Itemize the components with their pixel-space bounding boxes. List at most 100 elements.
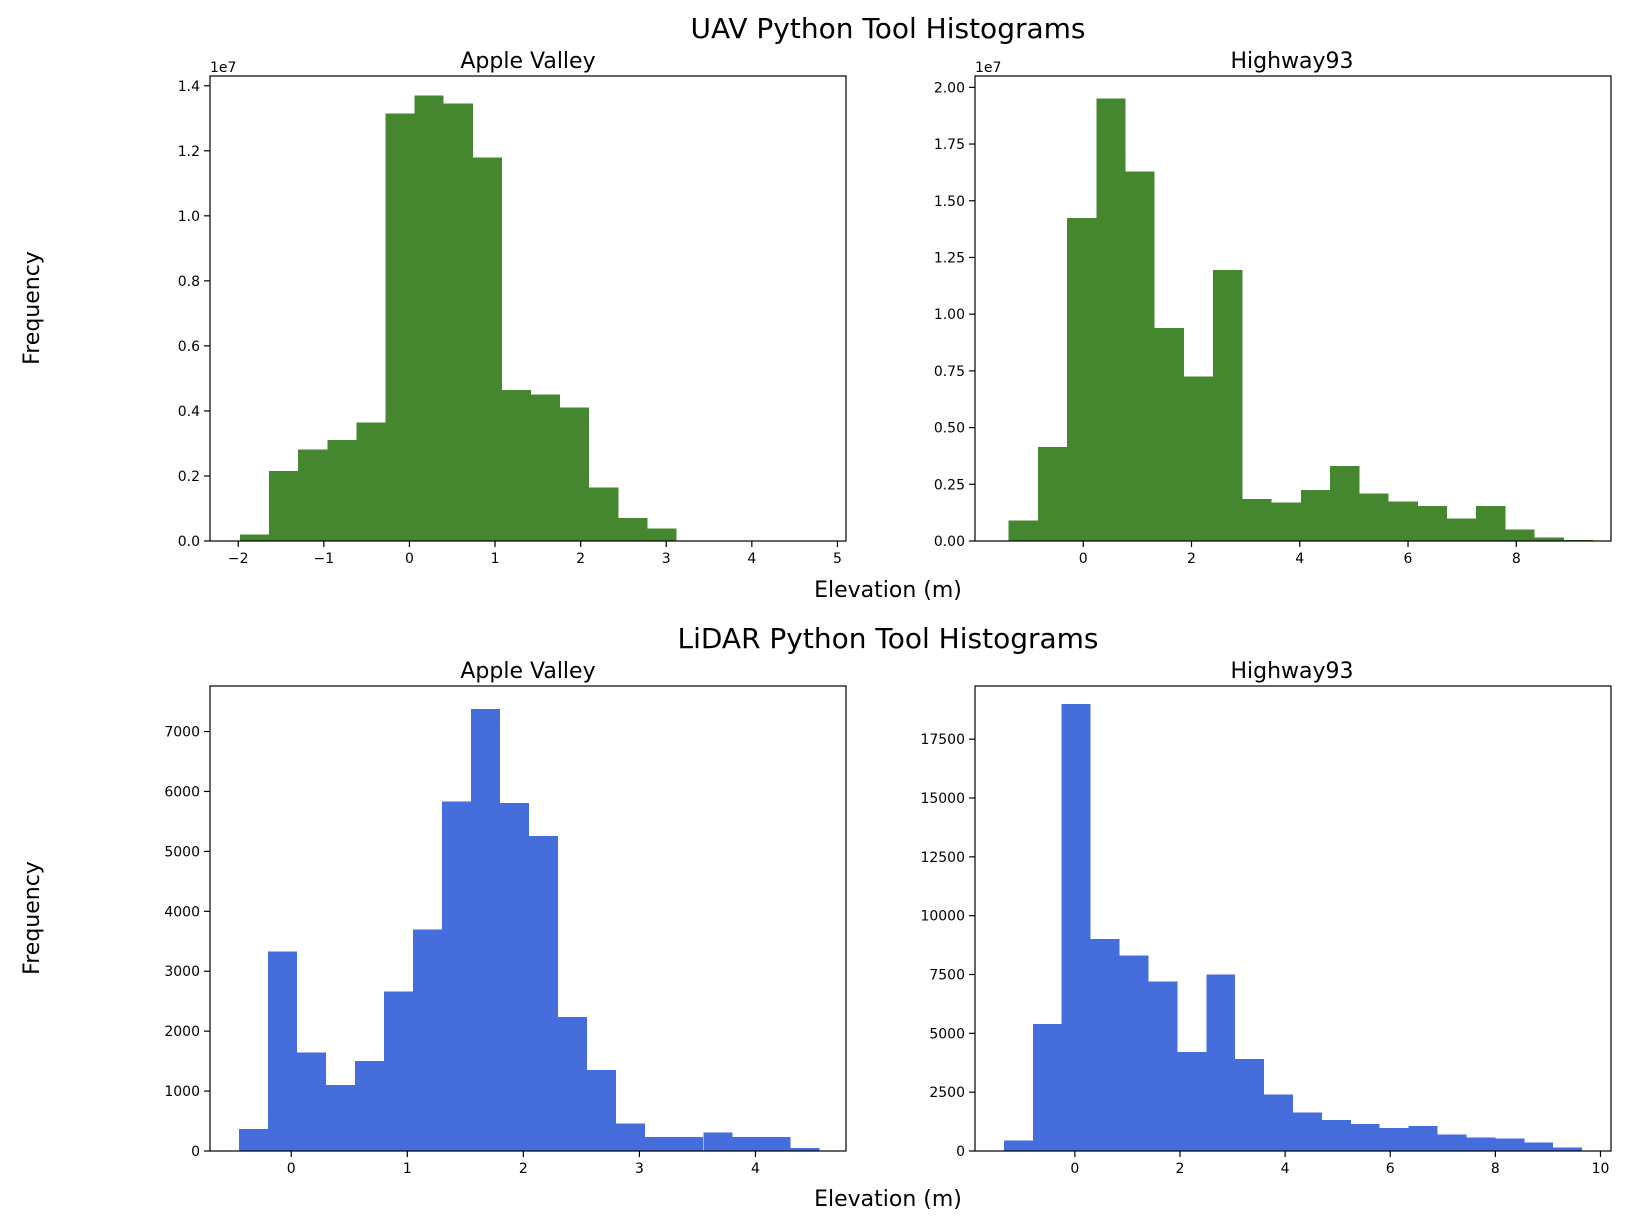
y-tick-label: 2000 [164, 1024, 200, 1040]
lidar-suptitle: LiDAR Python Tool Histograms [677, 622, 1098, 655]
histogram-bar [268, 951, 298, 1151]
histogram-bar [647, 528, 677, 541]
y-tick-label: 0 [191, 1144, 200, 1160]
histogram-bar [413, 929, 443, 1151]
x-tick-label: 2 [576, 551, 585, 567]
histogram-bar [501, 389, 531, 541]
histogram-bar [1154, 327, 1184, 541]
y-tick-label: 1000 [164, 1084, 200, 1100]
histogram-bar [1388, 501, 1418, 541]
x-tick-label: 0 [1070, 1161, 1079, 1177]
y-tick-label: 1.00 [934, 307, 965, 323]
histogram-bar [1037, 446, 1068, 541]
panel-title: Highway93 [1230, 49, 1353, 74]
y-tick-label: 3000 [164, 964, 200, 980]
y-tick-label: 10000 [920, 909, 965, 925]
uav-xlabel: Elevation (m) [814, 578, 962, 603]
y-tick-label: 2500 [929, 1085, 965, 1101]
histogram-bar [1437, 1134, 1467, 1151]
histogram-bar [1330, 466, 1360, 541]
histogram-bar [472, 157, 502, 542]
histogram-bar [442, 801, 472, 1151]
uav-highway93-histogram: Highway93 1e7 0 2 4 6 8 0.00 0.25 0.50 0.75 1.00 1… [934, 49, 1612, 567]
histogram-bar [732, 1137, 762, 1151]
histogram-bar [1495, 1138, 1525, 1151]
y-tick-label: 0.8 [178, 274, 200, 290]
histogram-bar [384, 991, 414, 1151]
histogram-bar [1235, 1059, 1265, 1151]
histogram-bar [1417, 505, 1447, 541]
y-tick-label: 0.50 [934, 421, 965, 437]
histogram-bar [1119, 955, 1149, 1151]
histogram-bar [1242, 499, 1272, 541]
y-tick-label: 1.2 [178, 144, 200, 160]
histogram-bar [1032, 1023, 1062, 1151]
histogram-bar [645, 1137, 675, 1151]
y-tick-label: 0.75 [934, 364, 965, 380]
histogram-bar [1476, 505, 1506, 541]
histogram-bar [1003, 1140, 1033, 1151]
histogram-bar [761, 1137, 791, 1151]
histogram-bar [790, 1148, 820, 1151]
histogram-bar [1061, 703, 1091, 1151]
histogram-bar [1213, 269, 1243, 541]
y-tick-label: 15000 [920, 791, 965, 807]
histogram-bar [618, 518, 648, 541]
y-tick-label: 0.2 [178, 469, 200, 485]
y-tick-label: 0.0 [178, 534, 200, 550]
x-tick-label: 6 [1386, 1161, 1395, 1177]
y-tick-label: 0.4 [178, 404, 200, 420]
x-tick-label: 8 [1512, 551, 1521, 567]
histogram-bar [1553, 1147, 1583, 1151]
uav-ylabel: Frequency [20, 251, 45, 365]
histogram-bar [298, 449, 328, 541]
histogram-bar [1183, 376, 1214, 541]
panel-title: Apple Valley [460, 659, 595, 684]
histogram-bar [1446, 518, 1477, 541]
x-tick-label: 2 [1176, 1161, 1185, 1177]
histogram-bar [1206, 974, 1236, 1151]
x-tick-label: −1 [314, 551, 335, 567]
x-tick-label: 0 [405, 551, 414, 567]
histogram-bar [385, 113, 415, 542]
y-tick-label: 1.25 [934, 250, 965, 266]
y-offset-label: 1e7 [975, 60, 1001, 76]
x-tick-label: 2 [1187, 551, 1196, 567]
histogram-bar [1408, 1126, 1438, 1151]
histogram-bar [558, 1016, 588, 1151]
x-tick-label: 4 [1281, 1161, 1290, 1177]
x-tick-label: 2 [519, 1161, 528, 1177]
histogram-bar [587, 1070, 617, 1151]
lidar-highway93-histogram: Highway93 0 2 4 6 8 10 0 2500 5000 7500 10000 12500… [920, 659, 1612, 1177]
histogram-bar [1505, 529, 1535, 541]
x-tick-label: 1 [491, 551, 500, 567]
y-tick-label: 5000 [164, 844, 200, 860]
panel-title: Apple Valley [460, 49, 595, 74]
histogram-bar [414, 95, 444, 541]
y-tick-label: 17500 [920, 732, 965, 748]
x-tick-label: −2 [228, 551, 249, 567]
axes-frame [974, 685, 1612, 1152]
y-tick-label: 0 [956, 1144, 965, 1160]
histogram-bar [239, 1128, 269, 1151]
y-offset-label: 1e7 [210, 60, 236, 76]
axes-frame [974, 75, 1612, 542]
x-tick-label: 3 [662, 551, 671, 567]
histogram-bar [327, 440, 357, 541]
x-tick-label: 4 [747, 551, 756, 567]
x-tick-label: 0 [1079, 551, 1088, 567]
x-tick-label: 0 [287, 1161, 296, 1177]
y-tick-label: 5000 [929, 1026, 965, 1042]
y-tick-label: 12500 [920, 850, 965, 866]
y-tick-label: 7000 [164, 725, 200, 741]
y-tick-label: 1.50 [934, 194, 965, 210]
histogram-bar [1534, 537, 1564, 541]
y-tick-label: 2.00 [934, 80, 965, 96]
x-tick-label: 6 [1404, 551, 1413, 567]
axes-frame [209, 685, 847, 1152]
histogram-bar [1379, 1127, 1409, 1151]
histogram-bar [471, 708, 501, 1151]
histogram-bar [1524, 1142, 1554, 1151]
